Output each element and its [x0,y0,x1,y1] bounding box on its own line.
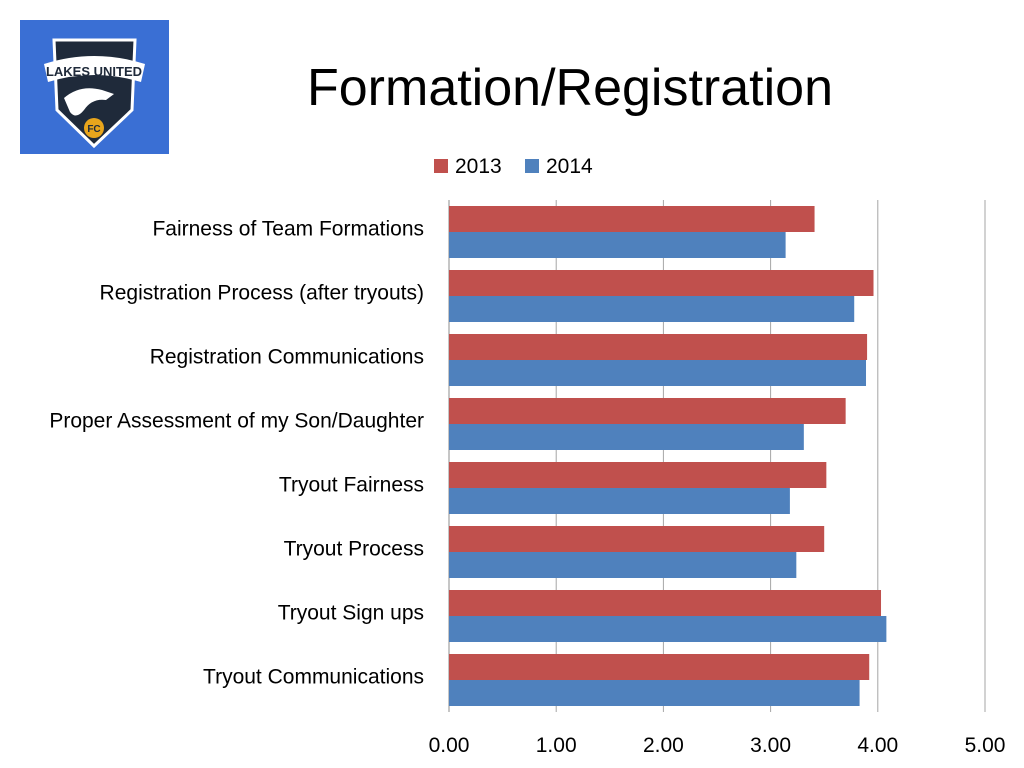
category-label: Tryout Communications [203,666,424,689]
bar-2013-4 [449,462,827,488]
bar-2014-4 [449,488,790,514]
legend-swatch-2014 [525,159,539,173]
bar-2014-7 [449,680,860,706]
tick-label: 2.00 [643,734,684,757]
logo-text: LAKES UNITED [46,64,142,79]
fc-badge [84,118,104,138]
bar-2014-0 [449,232,786,258]
tick-label: 4.00 [857,734,898,757]
bar-2013-2 [449,334,868,360]
category-labels: Fairness of Team Formations Registration … [49,218,424,689]
bar-2014-6 [449,616,887,642]
bar-2013-0 [449,206,815,232]
bars [449,206,887,706]
eagle-icon [64,88,114,116]
category-label: Tryout Sign ups [278,602,424,625]
tick-label: 1.00 [536,734,577,757]
bar-2014-1 [449,296,855,322]
category-label: Tryout Process [284,538,424,561]
tick-labels: 0.00 1.00 2.00 3.00 4.00 5.00 [429,734,1006,757]
bar-2013-5 [449,526,825,552]
category-label: Registration Communications [150,346,424,369]
bar-2013-1 [449,270,874,296]
bar-2013-7 [449,654,870,680]
category-label: Registration Process (after tryouts) [100,282,424,305]
bar-2014-5 [449,552,797,578]
bar-2013-3 [449,398,846,424]
category-label: Proper Assessment of my Son/Daughter [49,410,424,433]
bar-2013-6 [449,590,882,616]
tick-label: 3.00 [750,734,791,757]
legend: 2013 2014 [434,155,593,178]
logo-band [44,56,145,82]
bar-2014-3 [449,424,804,450]
category-label: Tryout Fairness [279,474,424,497]
bar-2014-2 [449,360,867,386]
category-label: Fairness of Team Formations [152,218,424,241]
legend-label: 2014 [546,155,593,178]
logo-fc-text: FC [87,124,100,135]
page-title: Formation/Registration [307,59,833,117]
legend-swatch-2013 [434,159,448,173]
lakes-united-logo: LAKES UNITED FC [20,20,169,154]
tick-label: 5.00 [965,734,1006,757]
legend-label: 2013 [455,155,502,178]
tick-label: 0.00 [429,734,470,757]
